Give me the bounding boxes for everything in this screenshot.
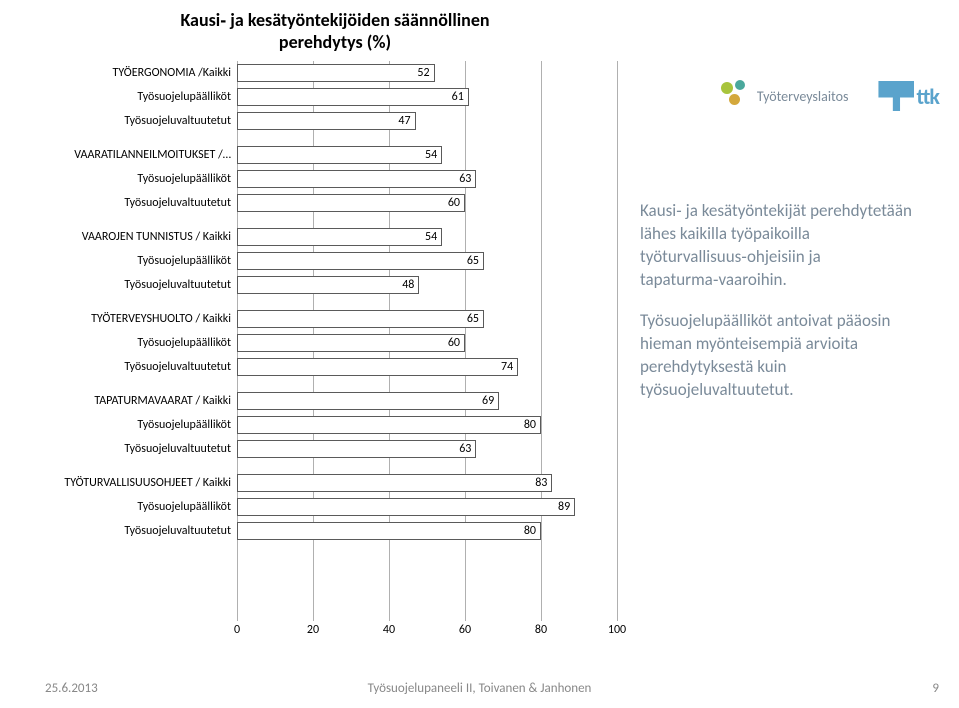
x-tick: 40 [383, 623, 395, 637]
x-axis: 020406080100 [237, 621, 617, 641]
bar-value: 60 [448, 336, 460, 350]
bar: 80 [237, 522, 541, 540]
bar: 65 [237, 252, 484, 270]
chart-title: Kausi‑ ja kesätyöntekijöiden säännölline… [45, 10, 625, 53]
category-label: Työsuojeluvaltuutetut [45, 114, 237, 128]
bar-value: 74 [501, 360, 513, 374]
bar-value: 54 [425, 148, 437, 162]
ttk-text: ttk [916, 83, 939, 110]
category-label: Työsuojelupäälliköt [45, 500, 237, 514]
bar: 54 [237, 146, 442, 164]
ttl-dots-icon [719, 80, 751, 112]
gridline [617, 61, 618, 621]
category-label: TAPATURMAVAARAT / Kaikki [45, 394, 237, 408]
x-tick: 0 [234, 623, 240, 637]
bar-value: 80 [524, 524, 536, 538]
category-label: Työsuojelupäälliköt [45, 254, 237, 268]
bar: 65 [237, 310, 484, 328]
side-commentary: Kausi‑ ja kesätyöntekijät perehdytetään … [640, 200, 940, 420]
category-label: TYÖTURVALLISUUSOHJEET / Kaikki [45, 476, 237, 490]
category-label: VAAROJEN TUNNISTUS / Kaikki [45, 230, 237, 244]
bar-value: 65 [467, 312, 479, 326]
bar: 89 [237, 498, 575, 516]
bar-value: 54 [425, 230, 437, 244]
category-label: Työsuojelupäälliköt [45, 90, 237, 104]
commentary-para-2: Työsuojelupäälliköt antoivat pääosin hie… [640, 310, 940, 402]
bar-value: 47 [398, 114, 410, 128]
category-label: Työsuojeluvaltuutetut [45, 196, 237, 210]
category-label: Työsuojeluvaltuutetut [45, 360, 237, 374]
category-label: Työsuojelupäälliköt [45, 336, 237, 350]
commentary-para-1: Kausi‑ ja kesätyöntekijät perehdytetään … [640, 200, 940, 292]
bar: 74 [237, 358, 518, 376]
bar: 60 [237, 194, 465, 212]
bar-value: 83 [535, 476, 547, 490]
bar: 63 [237, 440, 476, 458]
bar-value: 63 [459, 172, 471, 186]
bar: 69 [237, 392, 499, 410]
bar-value: 52 [417, 66, 429, 80]
chart-title-line1: Kausi‑ ja kesätyöntekijöiden säännölline… [180, 9, 489, 31]
bar: 54 [237, 228, 442, 246]
logo-ttk: ttk [878, 81, 939, 111]
chart-body: TYÖERGONOMIA /Kaikki Työsuojelupäälliköt T… [45, 61, 625, 621]
category-label: Työsuojelupäälliköt [45, 418, 237, 432]
category-label: VAARATILANNEILMOITUKSET /… [45, 148, 237, 162]
bar-value: 48 [402, 278, 414, 292]
logos: Työterveyslaitos ttk [719, 80, 939, 112]
bar: 52 [237, 64, 435, 82]
bar-value: 69 [482, 394, 494, 408]
category-label: Työsuojeluvaltuutetut [45, 524, 237, 538]
chart-title-line2: perehdytys (%) [279, 31, 391, 53]
ttk-shape-icon [878, 81, 914, 111]
x-tick: 100 [608, 623, 626, 637]
footer-date: 25.6.2013 [45, 681, 98, 696]
bar: 60 [237, 334, 465, 352]
x-tick: 60 [459, 623, 471, 637]
bar: 83 [237, 474, 552, 492]
bars-column: 52 61 47 54 63 60 54 65 48 65 60 74 69 80 63 83 89 80 [237, 61, 617, 621]
category-label: TYÖTERVEYSHUOLTO / Kaikki [45, 312, 237, 326]
bar-value: 61 [452, 90, 464, 104]
x-tick: 20 [307, 623, 319, 637]
bar: 80 [237, 416, 541, 434]
logo-tyoterveyslaitos: Työterveyslaitos [719, 80, 849, 112]
bar-value: 60 [448, 196, 460, 210]
ttl-text: Työterveyslaitos [757, 88, 849, 105]
bar: 61 [237, 88, 469, 106]
footer-page: 9 [932, 681, 939, 696]
bar-value: 65 [467, 254, 479, 268]
category-label: Työsuojeluvaltuutetut [45, 278, 237, 292]
bar: 63 [237, 170, 476, 188]
bar-value: 80 [524, 418, 536, 432]
bar-value: 89 [558, 500, 570, 514]
category-label: Työsuojelupäälliköt [45, 172, 237, 186]
category-label: TYÖERGONOMIA /Kaikki [45, 66, 237, 80]
bar-value: 63 [459, 442, 471, 456]
chart-container: Kausi‑ ja kesätyöntekijöiden säännölline… [45, 10, 625, 641]
labels-column: TYÖERGONOMIA /Kaikki Työsuojelupäälliköt T… [45, 61, 237, 621]
x-tick: 80 [535, 623, 547, 637]
category-label: Työsuojeluvaltuutetut [45, 442, 237, 456]
footer-center: Työsuojelupaneeli II, Toivanen & Janhone… [368, 681, 592, 696]
bar: 47 [237, 112, 416, 130]
bar: 48 [237, 276, 419, 294]
